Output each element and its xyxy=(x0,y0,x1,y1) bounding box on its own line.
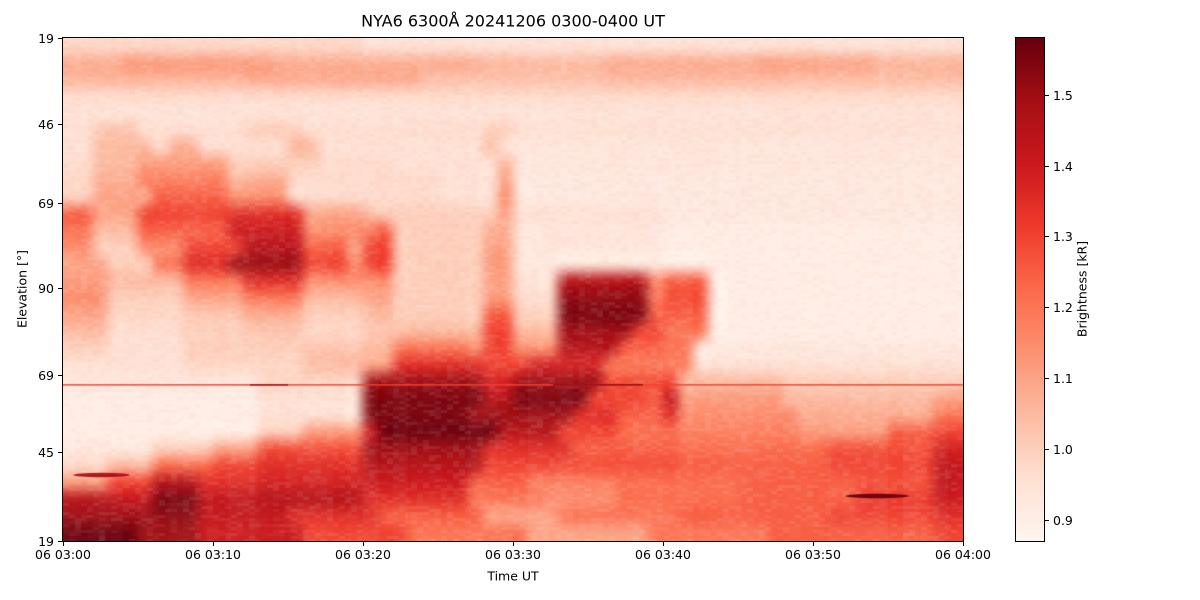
y-tick-label: 46 xyxy=(38,117,54,132)
y-tick-mark xyxy=(58,375,62,376)
y-axis-label: Elevation [°] xyxy=(14,249,30,329)
colorbar-tick-mark xyxy=(1045,378,1049,379)
y-tick-label: 19 xyxy=(38,534,54,549)
colorbar-tick-label: 1.1 xyxy=(1053,371,1073,386)
y-tick-mark xyxy=(58,124,62,125)
x-tick-mark xyxy=(663,542,664,546)
x-tick-mark xyxy=(213,542,214,546)
y-tick-mark xyxy=(58,288,62,289)
colorbar-tick-label: 0.9 xyxy=(1053,513,1073,528)
y-tick-mark xyxy=(58,452,62,453)
y-tick-mark xyxy=(58,203,62,204)
x-tick-mark xyxy=(813,542,814,546)
x-tick-label: 06 03:40 xyxy=(635,547,691,562)
x-tick-mark xyxy=(63,542,64,546)
x-tick-label: 06 03:10 xyxy=(185,547,241,562)
x-tick-label: 06 03:30 xyxy=(485,547,541,562)
x-tick-mark xyxy=(963,542,964,546)
y-tick-mark xyxy=(58,38,62,39)
colorbar-tick-mark xyxy=(1045,520,1049,521)
colorbar-tick-mark xyxy=(1045,307,1049,308)
y-tick-mark xyxy=(58,541,62,542)
colorbar-tick-mark xyxy=(1045,236,1049,237)
colorbar-axis-label: Brightness [kR] xyxy=(1074,240,1090,338)
colorbar-tick-label: 1.0 xyxy=(1053,442,1073,457)
colorbar-canvas xyxy=(1016,38,1044,541)
colorbar-tick-label: 1.3 xyxy=(1053,229,1073,244)
y-tick-label: 69 xyxy=(38,196,54,211)
x-tick-mark xyxy=(513,542,514,546)
y-tick-label: 69 xyxy=(38,368,54,383)
y-tick-label: 19 xyxy=(38,31,54,46)
colorbar-tick-label: 1.2 xyxy=(1053,300,1073,315)
chart-title: NYA6 6300Å 20241206 0300-0400 UT xyxy=(361,11,665,31)
y-tick-label: 90 xyxy=(38,281,54,296)
x-tick-label: 06 03:00 xyxy=(35,547,91,562)
colorbar-tick-mark xyxy=(1045,95,1049,96)
colorbar-tick-label: 1.5 xyxy=(1053,88,1073,103)
colorbar-tick-mark xyxy=(1045,166,1049,167)
colorbar-tick-mark xyxy=(1045,449,1049,450)
x-tick-mark xyxy=(363,542,364,546)
y-tick-label: 45 xyxy=(38,445,54,460)
x-tick-label: 06 04:00 xyxy=(935,547,991,562)
x-tick-label: 06 03:20 xyxy=(335,547,391,562)
colorbar-tick-label: 1.4 xyxy=(1053,159,1073,174)
heatmap-canvas xyxy=(63,38,963,541)
x-axis-label: Time UT xyxy=(487,568,539,584)
x-tick-label: 06 03:50 xyxy=(785,547,841,562)
